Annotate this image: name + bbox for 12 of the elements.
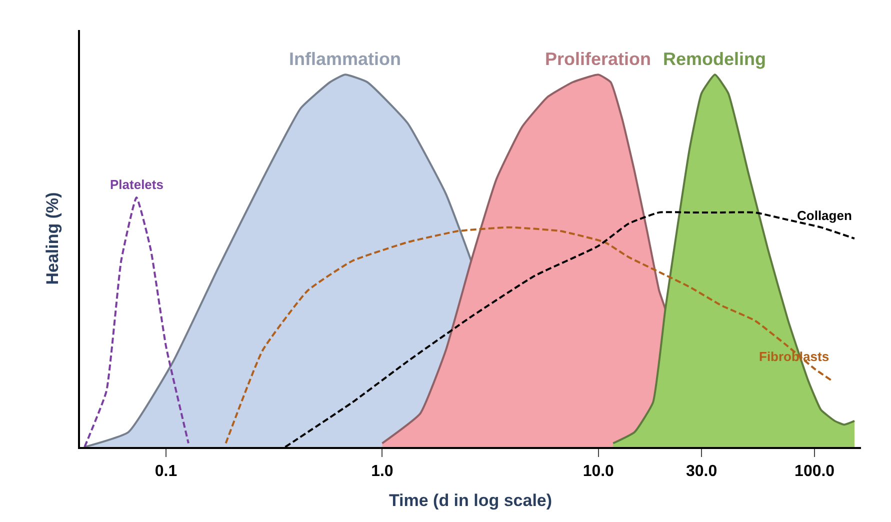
x-tick-label: 1.0 bbox=[371, 463, 394, 480]
y-axis-title: Healing (%) bbox=[43, 192, 62, 285]
series-label: Remodeling bbox=[663, 49, 766, 69]
x-tick-label: 0.1 bbox=[154, 463, 178, 480]
series-label: Inflammation bbox=[289, 49, 402, 69]
series-label: Proliferation bbox=[545, 49, 652, 69]
x-tick-label: 30.0 bbox=[686, 463, 718, 480]
x-tick-label: 100.0 bbox=[794, 463, 835, 480]
x-axis-title: Time (d in log scale) bbox=[388, 491, 552, 510]
series-label: Platelets bbox=[110, 177, 164, 192]
series-label: Collagen bbox=[797, 208, 852, 223]
x-tick-label: 10.0 bbox=[582, 463, 614, 480]
